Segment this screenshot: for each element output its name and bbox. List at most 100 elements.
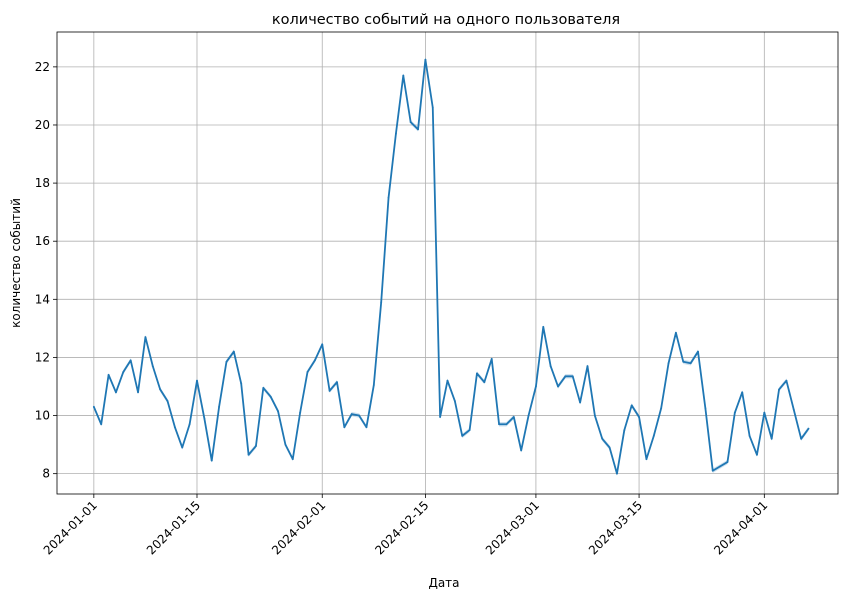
y-axis-label: количество событий — [9, 198, 23, 328]
data-point — [476, 372, 478, 375]
data-point — [527, 414, 530, 417]
data-point — [387, 196, 390, 199]
data-point — [660, 407, 663, 410]
data-point — [586, 365, 589, 368]
chart-title: количество событий на одного пользовател… — [272, 12, 620, 28]
data-point — [328, 389, 331, 392]
data-point — [137, 391, 139, 394]
data-point — [424, 58, 427, 61]
data-point — [115, 391, 117, 394]
data-point — [218, 405, 220, 408]
y-tick-label: 20 — [35, 118, 50, 132]
grid-layer — [57, 32, 838, 494]
data-point — [520, 449, 523, 452]
data-point — [151, 365, 154, 368]
data-point — [350, 413, 353, 415]
series-line — [93, 58, 810, 475]
confidence-band-layer — [93, 57, 809, 476]
data-point — [557, 385, 559, 388]
y-tick-label: 16 — [35, 234, 50, 248]
y-tick-label: 18 — [35, 176, 50, 190]
data-point — [542, 326, 545, 328]
data-point — [431, 106, 434, 109]
data-point — [402, 74, 405, 77]
data-point — [299, 411, 302, 414]
data-point — [291, 458, 294, 461]
data-point — [409, 121, 412, 123]
data-point — [571, 375, 574, 378]
data-point — [181, 446, 184, 449]
data-point — [704, 407, 707, 410]
data-point — [439, 416, 442, 418]
data-point — [778, 388, 780, 391]
data-point — [100, 423, 103, 426]
y-tick-label: 12 — [35, 350, 50, 364]
data-point — [343, 426, 346, 429]
data-point — [255, 445, 257, 447]
data-point — [372, 384, 375, 386]
plot-frame — [56, 31, 839, 495]
data-point — [689, 362, 692, 365]
x-axis-label: Дата — [428, 576, 459, 590]
series-confidence-band — [93, 57, 809, 476]
data-point — [240, 382, 243, 385]
data-point — [380, 301, 383, 304]
data-point — [269, 395, 272, 398]
x-tick-label: 2024-03-01 — [483, 498, 542, 557]
data-point — [601, 437, 604, 440]
data-point — [144, 336, 147, 338]
data-point — [623, 429, 626, 431]
series-line-layer — [92, 58, 810, 475]
data-point — [336, 381, 338, 384]
data-point — [697, 350, 699, 353]
data-point — [638, 416, 640, 418]
data-point — [173, 426, 176, 429]
data-point — [188, 423, 191, 426]
data-point — [800, 437, 803, 440]
data-point — [232, 350, 235, 353]
data-point — [719, 465, 722, 468]
y-axis-ticks: 8 10 12 14 16 18 20 22 — [35, 60, 57, 481]
data-point — [490, 357, 493, 360]
data-point — [313, 359, 316, 362]
data-point — [792, 408, 795, 411]
data-point — [535, 385, 537, 388]
x-tick-label: 2024-04-01 — [711, 498, 770, 557]
data-point — [395, 132, 397, 135]
data-point — [203, 417, 206, 420]
data-point — [682, 360, 685, 363]
data-point — [417, 128, 419, 131]
data-point — [277, 410, 279, 413]
data-point — [733, 411, 736, 414]
data-point — [498, 423, 500, 426]
y-tick-label: 10 — [35, 409, 50, 423]
data-point — [630, 404, 633, 407]
y-tick-label: 14 — [35, 292, 50, 306]
data-point — [711, 469, 714, 472]
data-point — [196, 379, 198, 382]
data-point — [446, 379, 449, 382]
data-point — [763, 411, 766, 414]
data-point — [129, 359, 132, 362]
x-axis-ticks: 2024-01-01 2024-01-15 2024-02-01 2024-02-15… — [41, 494, 770, 557]
data-point — [210, 459, 213, 462]
y-tick-label: 8 — [42, 467, 50, 481]
data-point — [512, 416, 515, 418]
data-point — [92, 405, 95, 408]
data-point — [667, 362, 670, 365]
data-point — [159, 388, 162, 391]
data-point — [675, 331, 677, 334]
data-point — [593, 414, 596, 417]
data-point — [807, 427, 810, 430]
data-point — [756, 453, 758, 456]
data-point — [365, 426, 368, 429]
data-point — [122, 371, 125, 373]
data-point — [579, 401, 582, 404]
data-point — [461, 434, 464, 437]
data-point — [453, 400, 456, 402]
x-tick-label: 2024-02-15 — [372, 498, 431, 557]
data-point — [505, 423, 508, 426]
data-point — [262, 387, 265, 389]
